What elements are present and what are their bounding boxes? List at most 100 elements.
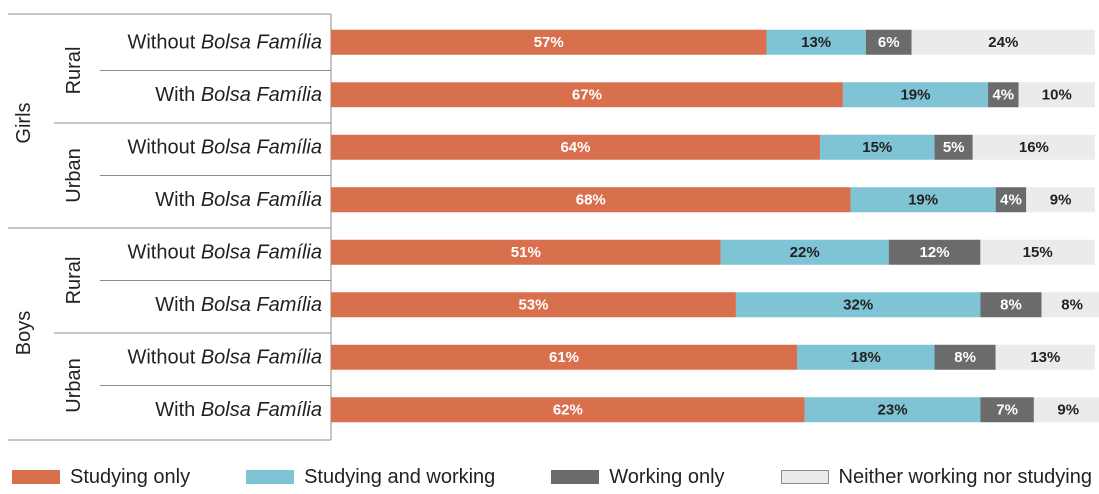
data-label: 68% (576, 191, 606, 208)
bar-segment (911, 29, 1095, 55)
data-label: 8% (954, 349, 976, 366)
bar-segment (1018, 82, 1095, 108)
category-label: With Bolsa Família (155, 399, 322, 421)
group-label: Girls (13, 102, 35, 143)
bar-segment (980, 239, 1095, 265)
data-label: 62% (553, 401, 583, 418)
data-label: 16% (1019, 139, 1049, 156)
bar-segment (1041, 292, 1099, 318)
subgroup-label: Rural (63, 47, 85, 95)
data-label: 15% (862, 139, 892, 156)
category-label: Without Bolsa Família (127, 31, 322, 53)
data-label: 32% (843, 296, 873, 313)
category-label-prefix: Without (127, 346, 200, 368)
legend-swatch (551, 470, 600, 484)
category-label-prefix: With (155, 84, 201, 106)
category-label-program: Bolsa Família (201, 294, 322, 316)
data-label: 8% (1000, 296, 1022, 313)
bar-segment (331, 344, 798, 370)
data-label: 4% (992, 86, 1014, 103)
subgroup-label: Urban (63, 148, 85, 202)
bar-segment (331, 134, 820, 160)
bar-segment (980, 397, 1034, 423)
legend-item: Studying and working (246, 466, 495, 489)
bar-segment (995, 187, 1027, 213)
category-label: With Bolsa Família (155, 294, 322, 316)
legend-swatch (12, 470, 60, 484)
category-label-prefix: Without (127, 241, 200, 263)
data-label: 6% (878, 34, 900, 51)
data-label: 15% (1023, 244, 1053, 261)
category-label-program: Bolsa Família (201, 136, 322, 158)
data-label: 51% (511, 244, 541, 261)
legend-label: Working only (609, 465, 725, 488)
data-label: 9% (1050, 191, 1072, 208)
subgroup-label: Urban (63, 358, 85, 412)
bar-segment (735, 292, 981, 318)
group-label: Boys (13, 311, 35, 355)
bar-segment (972, 134, 1095, 160)
bar-segment (797, 344, 935, 370)
category-label-program: Bolsa Família (201, 31, 322, 53)
bar-segment (804, 397, 981, 423)
bar-segment (988, 82, 1019, 108)
subgroup-label: Rural (63, 257, 85, 305)
category-label-program: Bolsa Família (201, 399, 322, 421)
data-label: 7% (996, 401, 1018, 418)
category-label: Without Bolsa Família (127, 136, 322, 158)
bar-segment (980, 292, 1042, 318)
bar-segment (331, 239, 721, 265)
category-label: With Bolsa Família (155, 189, 322, 211)
category-label: Without Bolsa Família (127, 241, 322, 263)
data-label: 5% (943, 139, 965, 156)
bar-segment (934, 134, 973, 160)
category-label-prefix: With (155, 294, 201, 316)
category-label: Without Bolsa Família (127, 346, 322, 368)
data-label: 12% (920, 244, 950, 261)
category-label-program: Bolsa Família (201, 346, 322, 368)
category-label-prefix: Without (127, 136, 200, 158)
bar-segment (888, 239, 981, 265)
data-label: 13% (801, 34, 831, 51)
legend-item: Neither working nor studying (780, 465, 1092, 489)
bar-segment (995, 344, 1095, 370)
category-label-program: Bolsa Família (201, 84, 322, 106)
bar-segment (331, 292, 736, 318)
data-label: 64% (560, 139, 590, 156)
data-label: 10% (1042, 86, 1072, 103)
legend-label: Neither working nor studying (838, 465, 1092, 488)
legend-label: Studying only (70, 465, 191, 488)
category-label-prefix: With (155, 399, 201, 421)
category-label-program: Bolsa Família (201, 189, 322, 211)
data-label: 19% (908, 191, 938, 208)
legend-swatch (246, 470, 295, 484)
category-label-prefix: With (155, 189, 201, 211)
data-label: 23% (878, 401, 908, 418)
bar-segment (1033, 397, 1099, 423)
bar-segment (842, 82, 989, 108)
bar-segment (766, 29, 866, 55)
legend-item: Working only (551, 465, 725, 489)
data-label: 18% (851, 349, 881, 366)
data-label: 57% (534, 34, 564, 51)
data-label: 13% (1030, 349, 1060, 366)
bar-segment (819, 134, 935, 160)
bar-segment (331, 29, 767, 55)
bar-segment (850, 187, 996, 213)
bar-segment (720, 239, 889, 265)
data-label: 24% (988, 34, 1018, 51)
bar-segment (331, 397, 805, 423)
category-label-program: Bolsa Família (201, 241, 322, 263)
data-label: 61% (549, 349, 579, 366)
data-label: 67% (572, 86, 602, 103)
bar-segment (331, 187, 851, 213)
legend-swatch (780, 470, 829, 484)
data-label: 19% (900, 86, 930, 103)
legend-item: Studying only (12, 466, 190, 489)
data-label: 4% (1000, 191, 1022, 208)
legend-label: Studying and working (304, 465, 496, 488)
data-label: 22% (790, 244, 820, 261)
data-label: 53% (518, 296, 548, 313)
category-label-prefix: Without (127, 31, 200, 53)
bar-segment (331, 82, 843, 108)
